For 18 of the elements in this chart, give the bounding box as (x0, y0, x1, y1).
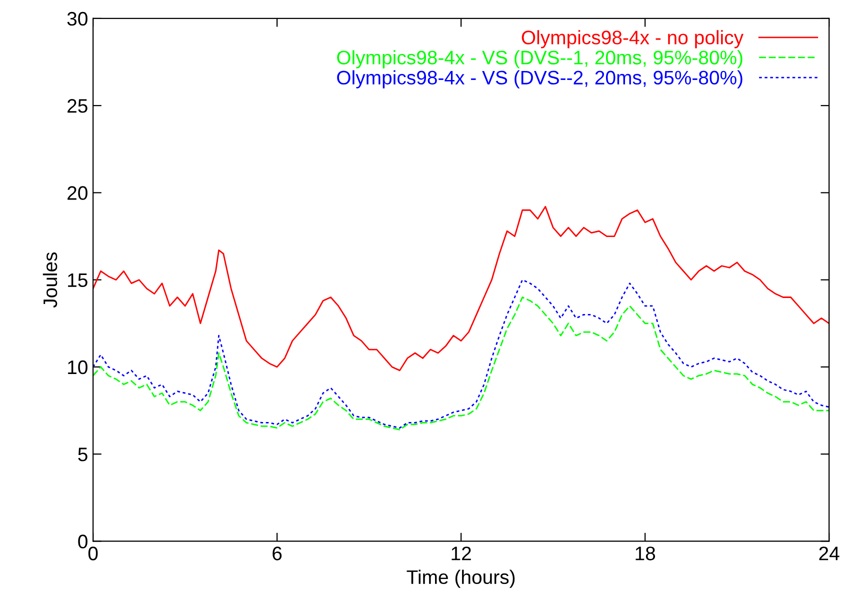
x-tick-label: 12 (452, 546, 471, 560)
y-tick-label: 0 (78, 534, 88, 548)
y-tick-label: 10 (68, 360, 88, 374)
x-tick-label: 0 (88, 546, 98, 560)
y-tick-label: 20 (68, 186, 88, 200)
y-tick-label: 30 (67, 12, 88, 26)
line-series (93, 206, 830, 372)
y-axis-title: Joules (42, 252, 58, 308)
y-tick-label: 25 (68, 99, 88, 113)
legend-label: Olympics98-4x - VS (DVS--2, 20ms, 95%-80%) (337, 70, 742, 88)
x-axis-title: Time (hours) (406, 570, 515, 588)
y-tick-label: 15 (68, 273, 88, 288)
x-tick-label: 24 (819, 546, 840, 560)
legend-label: Olympics98-4x - VS (DVS--1, 20ms, 95%-80%) (337, 50, 742, 68)
legend-label: Olympics98-4x - no policy (522, 30, 744, 48)
x-tick-label: 18 (636, 546, 656, 560)
x-tick-label: 6 (272, 546, 282, 560)
y-tick-label: 5 (78, 448, 88, 462)
